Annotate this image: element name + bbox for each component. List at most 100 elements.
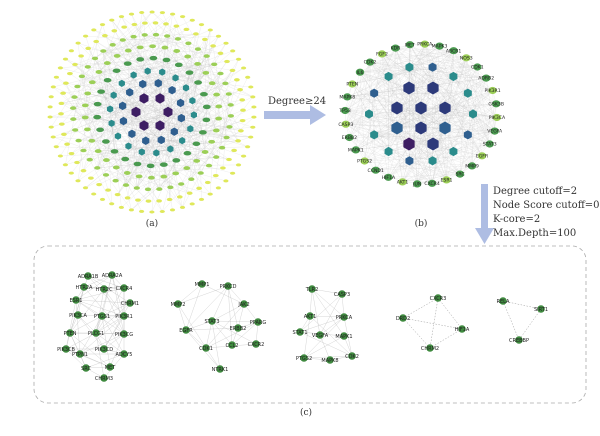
- cluster-node-label: PPARG: [250, 320, 267, 326]
- arrow-a-to-b-head: [310, 105, 326, 125]
- network-edge: [409, 130, 495, 161]
- cluster-node: [252, 340, 260, 348]
- hub-node-label: MAPK1: [348, 148, 364, 154]
- network-node: [189, 18, 195, 22]
- network-edge: [93, 29, 206, 74]
- cluster-node: [100, 285, 108, 293]
- network-edge: [175, 64, 215, 79]
- hub-node-label: KDR: [391, 46, 402, 52]
- network-edge: [432, 78, 487, 145]
- network-node: [106, 105, 114, 113]
- network-node: [119, 38, 126, 42]
- network-edge: [65, 58, 206, 153]
- network-node: [58, 122, 65, 126]
- cluster-node-label: TLR2: [305, 287, 319, 293]
- network-node: [94, 166, 101, 170]
- network-node: [186, 191, 193, 195]
- network-node: [168, 85, 176, 95]
- network-edge: [167, 35, 170, 200]
- network-edge: [355, 44, 425, 150]
- network-node: [149, 10, 155, 14]
- network-node: [183, 151, 192, 156]
- hub-node-label: PTEN: [346, 82, 358, 88]
- network-node: [210, 44, 216, 48]
- mcode-parameters: Degree cutoff=2 Node Score cutoff=0.2 K-…: [493, 186, 600, 239]
- hub-node-label: MAPK3: [432, 44, 448, 50]
- network-node: [122, 183, 130, 187]
- cluster-node: [182, 326, 190, 334]
- network-edge: [77, 39, 123, 87]
- cluster-edge: [101, 315, 125, 355]
- network-edge: [114, 151, 226, 182]
- network-node: [97, 89, 105, 94]
- network-edge: [96, 41, 118, 57]
- network-edge: [369, 50, 454, 63]
- network-edge: [446, 50, 454, 180]
- cluster-edge: [402, 317, 431, 349]
- cluster-edge: [69, 286, 85, 334]
- network-node: [215, 116, 223, 121]
- cluster-edge: [85, 353, 125, 369]
- hub-node: [345, 133, 354, 142]
- network-node: [155, 93, 165, 104]
- network-node: [185, 41, 192, 46]
- network-node: [159, 162, 168, 167]
- network-edge: [388, 160, 410, 178]
- network-edge: [116, 164, 164, 168]
- cluster-node-label: PIK3CG: [115, 332, 133, 338]
- cluster-node: [426, 344, 434, 352]
- panel-c-dashed-box: [33, 245, 587, 404]
- network-node: [194, 47, 202, 51]
- cluster-node-label: VEGFA: [312, 333, 329, 339]
- network-edge: [78, 93, 229, 141]
- network-node: [64, 142, 70, 146]
- network-edge: [193, 89, 241, 116]
- hub-node: [485, 140, 494, 148]
- network-edge: [205, 72, 231, 105]
- hub-node: [405, 156, 414, 166]
- network-node: [93, 114, 102, 120]
- cluster-edge: [103, 353, 125, 379]
- network-edge: [388, 103, 497, 178]
- network-edge: [352, 45, 440, 85]
- network-edge: [432, 127, 446, 161]
- network-node: [239, 118, 246, 123]
- hub-node: [427, 81, 439, 95]
- network-node: [251, 115, 257, 119]
- hub-node-label: HIF1A: [382, 175, 396, 181]
- hub-node: [365, 58, 375, 66]
- hub-node: [463, 88, 472, 98]
- cluster-edge: [211, 285, 229, 322]
- network-edge: [432, 67, 493, 91]
- network-edge: [374, 50, 454, 135]
- cluster-edge: [101, 315, 111, 368]
- network-edge: [94, 24, 135, 59]
- network-edge: [78, 79, 237, 141]
- network-node: [156, 199, 162, 203]
- cluster-node-label: CXCR2: [248, 342, 265, 348]
- cluster-edge: [177, 283, 203, 305]
- cluster-node-label: HIF1A: [455, 327, 470, 333]
- cluster-edge: [109, 333, 125, 368]
- network-edge: [409, 67, 497, 104]
- panel-c-label: (c): [300, 407, 312, 418]
- network-node: [119, 101, 127, 111]
- cluster-edge: [69, 288, 105, 334]
- network-node: [166, 197, 173, 202]
- network-node: [179, 205, 186, 209]
- network-edge: [107, 80, 191, 129]
- hub-node: [428, 62, 437, 72]
- cluster-edge: [101, 302, 131, 317]
- network-edge: [153, 57, 231, 106]
- cluster-nodes: MMP1 PRKCD MMP2 JAK2 STAT3 ERBB2 EGFR CCL2 CDK1 C…: [171, 280, 267, 373]
- network-edge: [369, 61, 493, 91]
- network-node: [57, 154, 64, 158]
- network-edge: [345, 76, 389, 125]
- network-node: [96, 182, 102, 187]
- cluster-edge: [311, 288, 345, 337]
- network-node: [139, 79, 147, 89]
- network-node: [227, 114, 235, 118]
- cluster-edge: [237, 303, 245, 329]
- network-edge: [156, 152, 233, 174]
- network-node: [72, 62, 78, 67]
